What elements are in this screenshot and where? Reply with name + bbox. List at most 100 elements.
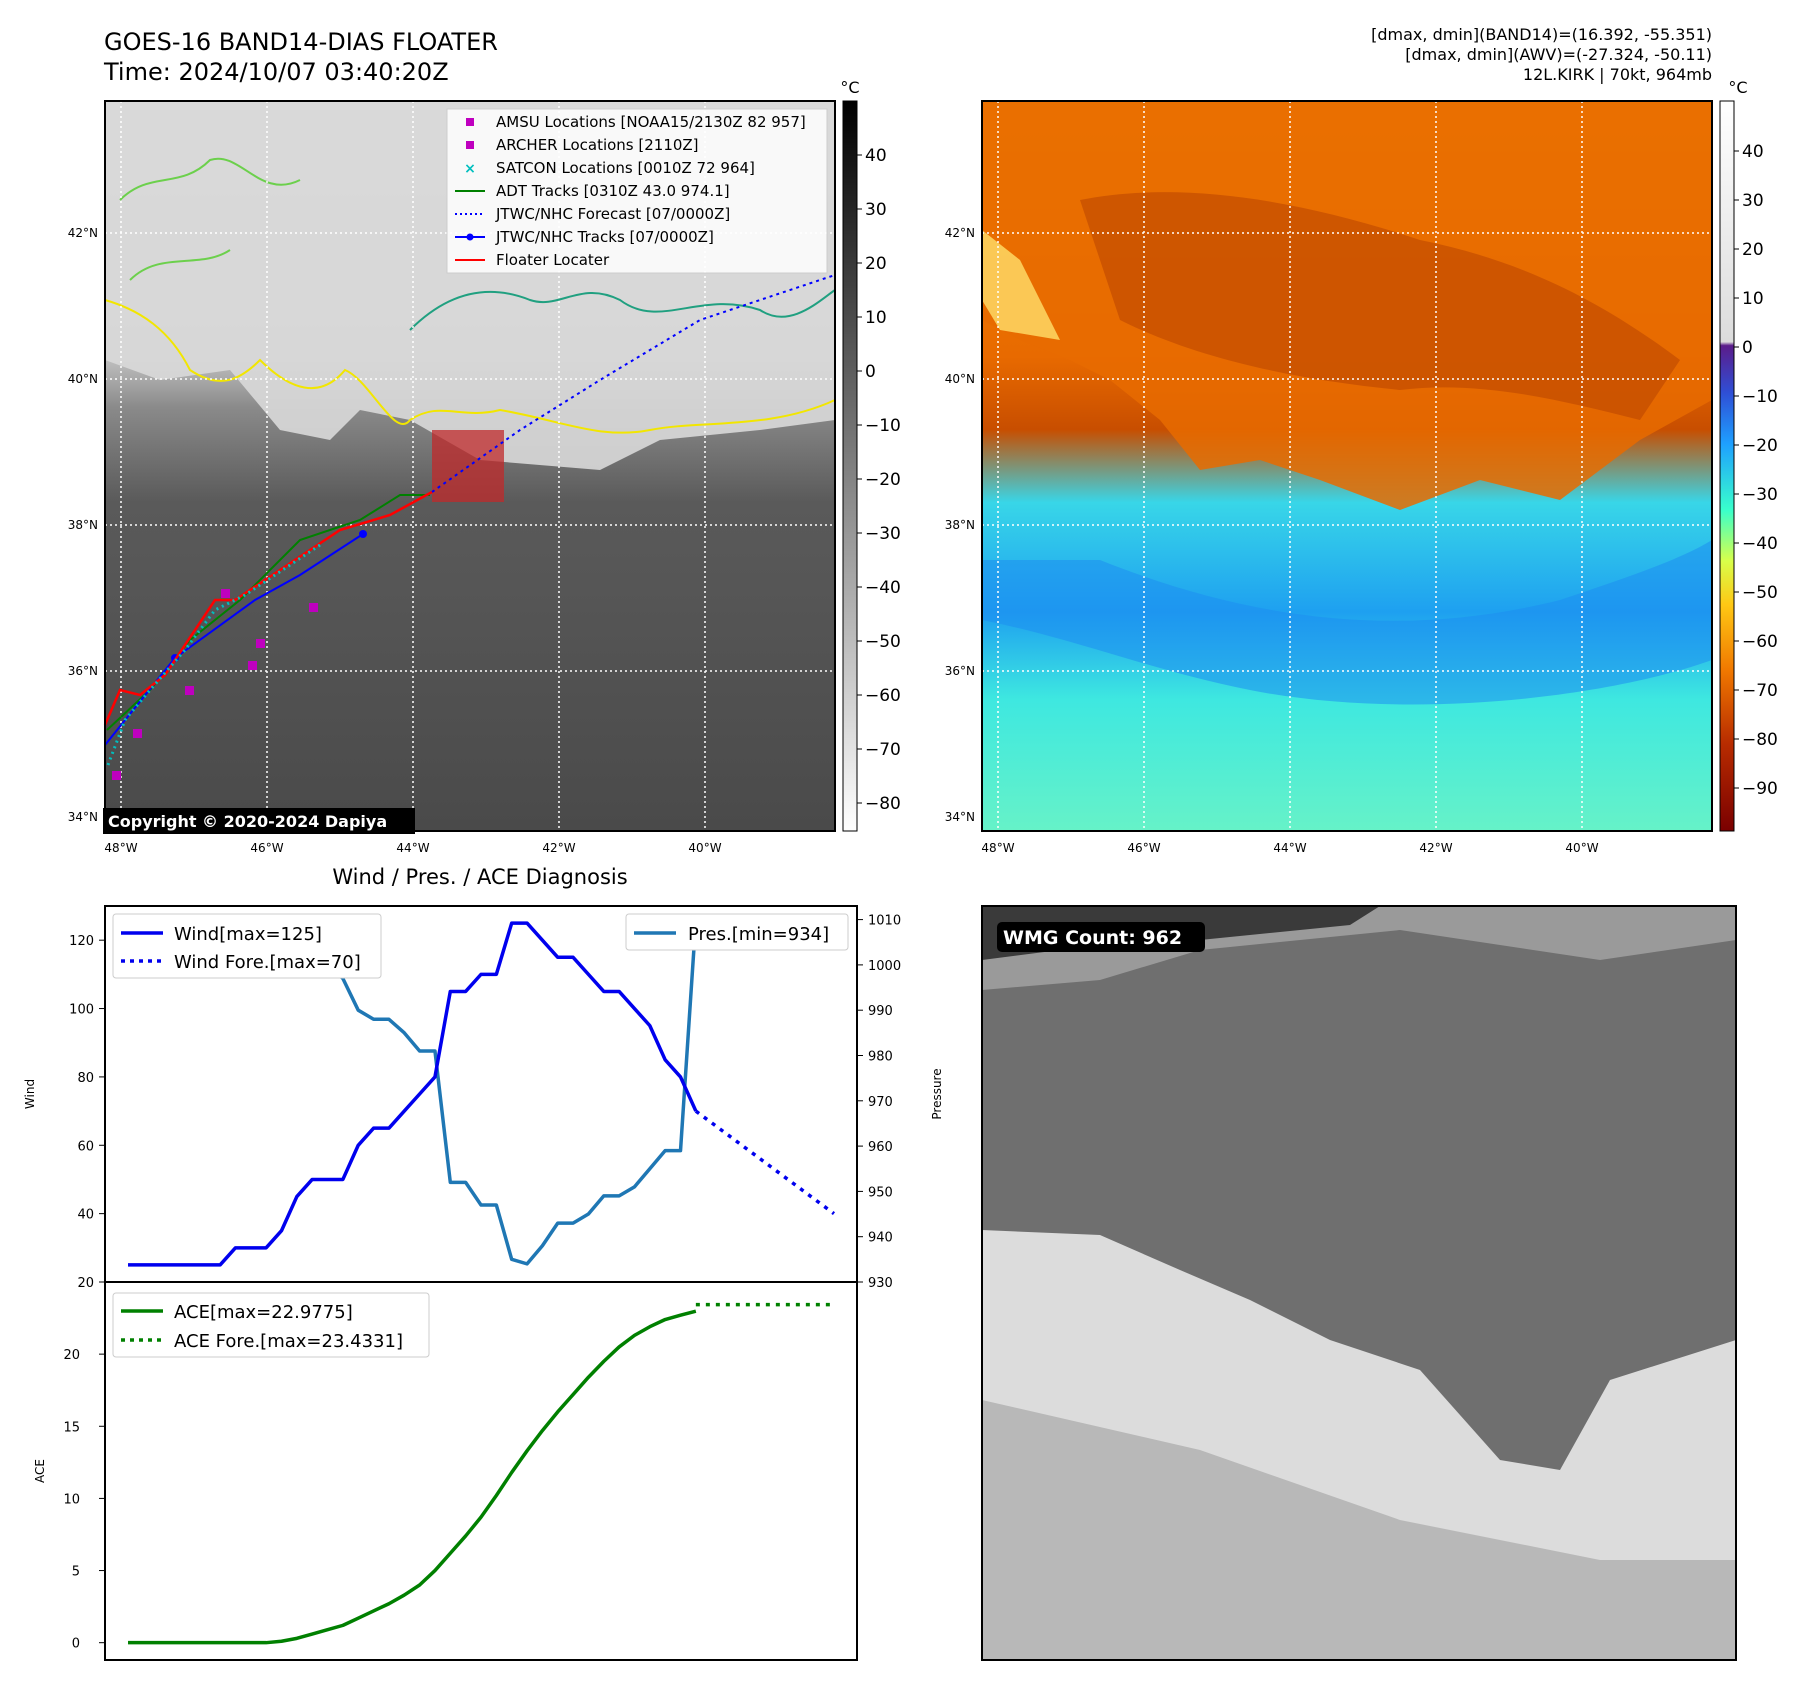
wmg-frame [981,905,1737,1661]
legend-marker [466,118,474,126]
pressure-ylabel: Pressure [930,1068,944,1119]
awv-lat-label: 34°N [945,810,975,824]
awv-lon-label: 42°W [1419,841,1452,855]
copyright: Copyright © 2020-2024 Dapiya [108,812,387,831]
awv-lon-label: 40°W [1565,841,1598,855]
wind-ytick-label: 60 [77,1139,94,1154]
ir-colorbar-label: −10 [865,416,901,436]
awv-colorbar-label: −10 [1742,387,1778,407]
awv-lat-label: 38°N [945,518,975,532]
ir-lon-label: 40°W [688,841,721,855]
pres-ytick-label: 1010 [868,914,901,929]
awv-colorbar-label: 10 [1742,289,1764,309]
awv-colorbar-label: −40 [1742,534,1778,554]
jtwc-track-point [359,530,367,538]
awv-colorbar-label: −80 [1742,730,1778,750]
awv-colorbar-label: −30 [1742,485,1778,505]
wmg-count: WMG Count: 962 [1003,927,1182,949]
pres-legend-box [625,913,849,951]
wind-ytick-label: 40 [77,1208,94,1223]
ir-lon-label: 42°W [542,841,575,855]
ir-contour-yellow [104,299,836,434]
ir-contour-teal [409,289,836,331]
legend-label: AMSU Locations [NOAA15/2130Z 82 957] [496,113,806,131]
awv-lat-label: 42°N [945,226,975,240]
jtwc-forecast [431,274,836,493]
wind-fore-legend-label: Wind Fore.[max=70] [174,952,361,973]
awv-colorbar-label: 0 [1742,338,1753,358]
ir-lon-label: 44°W [396,841,429,855]
wind-ytick-label: 100 [69,1003,94,1018]
legend-label: JTWC/NHC Forecast [07/0000Z] [495,205,730,223]
awv-lon-label: 48°W [981,841,1014,855]
ir-contour-green [119,157,301,281]
wind-legend-box [112,913,382,979]
awv-map-frame [981,100,1713,832]
ir-colorbar-label: −40 [865,578,901,598]
awv-colorbar-label: 30 [1742,191,1764,211]
wmg-count-box [997,922,1205,952]
wind-forecast-series-line [694,1109,836,1216]
dmax-band14: [dmax, dmin](BAND14)=(16.392, -55.351) [1371,25,1712,44]
awv-gridlines [982,101,1712,831]
awv-colorbar-label: −20 [1742,436,1778,456]
wmg-lower-region [982,1400,1736,1660]
ace-series-line [128,1309,697,1645]
awv-colorbar-label: −50 [1742,583,1778,603]
pres-ytick-label: 980 [868,1049,893,1064]
ir-colorbar [842,100,858,832]
legend-label: ARCHER Locations [2110Z] [496,136,699,154]
legend-label: JTWC/NHC Tracks [07/0000Z] [495,228,714,246]
pres-ytick-label: 990 [868,1004,893,1019]
wind-ytick-label: 80 [77,1071,94,1086]
ir-colorbar-label: −30 [865,524,901,544]
legend-marker [466,141,474,149]
ir-lon-label: 46°W [250,841,283,855]
ir-lat-label: 34°N [68,810,98,824]
amsu-archer-markers [112,589,318,780]
wind-ylabel: Wind [23,1079,37,1109]
awv-dark-band [1080,192,1680,420]
wind-ytick-label: 20 [77,1276,94,1291]
legend-label: Floater Locater [496,251,610,269]
wmg-panel: WMG Count: 962 [981,905,1737,1661]
ir-colorbar-label: 10 [865,308,887,328]
ace-ytick-label: 5 [72,1565,80,1580]
awv-lon-label: 46°W [1127,841,1160,855]
awv-map-panel [981,100,1713,832]
awv-blue-band [982,540,1712,705]
awv-colorbar-label: 20 [1742,240,1764,260]
ir-colorbar-label: 30 [865,200,887,220]
awv-colorbar-label: −70 [1742,681,1778,701]
floater-locater-track [103,490,433,726]
ace-ytick-label: 15 [63,1420,80,1435]
awv-lat-label: 36°N [945,664,975,678]
figure-title: GOES-16 BAND14-DIAS FLOATER [104,28,498,56]
pres-ytick-label: 970 [868,1095,893,1110]
ir-colorbar-label: −80 [865,794,901,814]
ace-ytick-label: 10 [63,1492,80,1507]
pres-ytick-label: 1000 [868,959,901,974]
ace-ytick-label: 0 [72,1637,80,1652]
ace-legend-label: ACE[max=22.9775] [174,1302,353,1323]
pres-ytick-label: 930 [868,1276,893,1291]
legend-label: SATCON Locations [0010Z 72 964] [496,159,755,177]
awv-yellow-edge [982,230,1060,340]
storm-info: 12L.KIRK | 70kt, 964mb [1523,65,1712,84]
wind-series-line [128,921,698,1267]
ir-colorbar-label: −70 [865,740,901,760]
ir-lat-label: 42°N [68,226,98,240]
ir-lon-label: 48°W [104,841,137,855]
wind-ytick-label: 120 [69,934,94,949]
ace-legend: ACE[max=22.9775] ACE Fore.[max=23.4331] [112,1292,430,1358]
ir-colorbar-label: 20 [865,254,887,274]
ir-colorbar-label: −60 [865,686,901,706]
ir-colorbar-label: −50 [865,632,901,652]
dmax-awv: [dmax, dmin](AWV)=(-27.324, -50.11) [1405,45,1712,64]
legend-marker [466,233,474,241]
diagnosis-title: Wind / Pres. / ACE Diagnosis [332,865,627,889]
awv-lon-label: 44°W [1273,841,1306,855]
satcon-locations [106,543,321,766]
ir-colorbar-label: 40 [865,146,887,166]
